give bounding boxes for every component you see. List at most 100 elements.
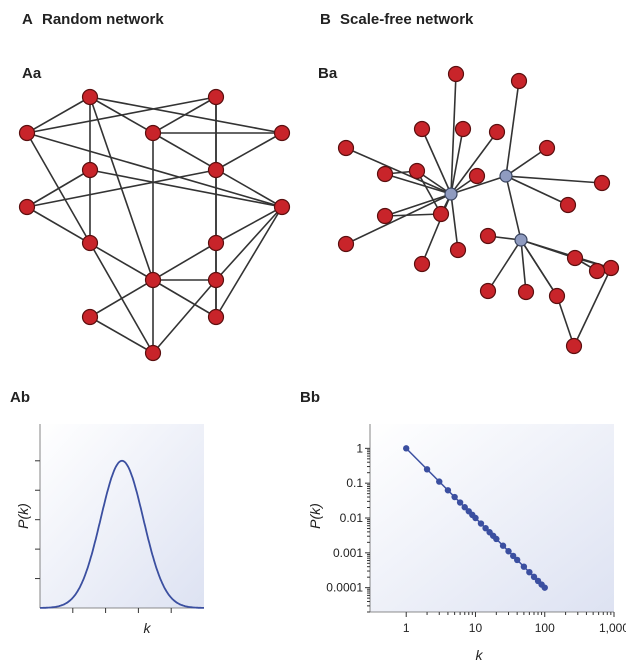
- panel-label-ba: Ba: [318, 65, 338, 82]
- scale-free-network-edge: [505, 175, 522, 241]
- scale-free-network-node: [337, 139, 355, 157]
- chart-bb-point: [541, 584, 548, 591]
- chart-bb-point: [423, 466, 431, 473]
- chart-bb-y-tick-label: 0.1: [346, 476, 363, 490]
- random-network-edge: [26, 96, 217, 134]
- random-network-node: [18, 198, 36, 216]
- scale-free-network-edge: [450, 193, 459, 251]
- chart-ab-plot-area: [40, 424, 204, 608]
- scale-free-network-node: [337, 235, 355, 253]
- chart-bb-point: [436, 478, 443, 485]
- scale-free-network-node: [593, 174, 611, 192]
- scale-free-network-node: [602, 259, 620, 277]
- random-network-node: [81, 308, 99, 326]
- scale-free-network-edge: [556, 295, 575, 347]
- scale-free-network-edge: [520, 239, 558, 297]
- random-network-node: [207, 88, 225, 106]
- random-network-node: [18, 124, 36, 142]
- scale-free-network-node: [413, 255, 431, 273]
- scale-free-network-edge: [520, 239, 527, 293]
- scale-free-network-node: [588, 262, 606, 280]
- chart-bb-point: [451, 493, 458, 501]
- random-network-edge: [215, 206, 283, 281]
- chart-bb-point: [472, 514, 479, 522]
- chart-bb-point: [477, 520, 485, 527]
- scale-free-network-edge: [421, 193, 452, 265]
- random-network-node: [207, 161, 225, 179]
- chart-bb-plot-area: [370, 424, 614, 612]
- scale-free-network-edge: [505, 80, 520, 177]
- random-network-edge: [26, 96, 91, 134]
- random-network-node: [144, 124, 162, 142]
- chart-bb-point: [444, 487, 452, 494]
- scale-free-network-edge: [421, 128, 452, 195]
- scale-free-network-node: [517, 283, 535, 301]
- random-network-node: [207, 271, 225, 289]
- scale-free-network-nodes: [337, 65, 620, 355]
- scale-free-network-node: [479, 227, 497, 245]
- random-network-node: [81, 161, 99, 179]
- scale-free-network-edge: [384, 193, 452, 217]
- chart-bb-point: [493, 535, 500, 543]
- chart-bb-point: [461, 504, 468, 511]
- scale-free-network-edge: [345, 147, 452, 195]
- chart-bb-ylabel: P(k): [307, 503, 323, 529]
- chart-bb-y-tick-label: 0.0001: [326, 581, 363, 595]
- scale-free-network-edge: [345, 193, 452, 245]
- scale-free-network-edge: [450, 128, 464, 195]
- random-network-node: [144, 344, 162, 362]
- scale-free-network-edge: [416, 170, 442, 215]
- chart-bb-power-law: 1 10 100 1,000 1 0.1 0.01 0.001 0.0001 k P(k): [307, 424, 626, 663]
- chart-bb-y-tick-label: 0.001: [333, 546, 363, 560]
- scale-free-network-node: [454, 120, 472, 138]
- random-network-edge: [152, 279, 217, 354]
- chart-bb-x-tick-label: 100: [535, 621, 555, 635]
- chart-bb-point: [403, 445, 410, 452]
- scale-free-network-hub-node: [514, 233, 528, 247]
- chart-bb-x-tick-label: 10: [469, 621, 483, 635]
- scale-free-network-edge: [450, 73, 457, 195]
- chart-ab-degree-distribution: k P(k): [15, 424, 204, 636]
- chart-bb-y-tick-label: 0.01: [340, 511, 364, 525]
- random-network-edge: [152, 279, 217, 318]
- scale-free-network-edge: [573, 267, 612, 347]
- scale-free-network-node: [468, 167, 486, 185]
- scale-free-network-node: [447, 65, 465, 83]
- random-network-node: [207, 234, 225, 252]
- scale-free-network-node: [449, 241, 467, 259]
- scale-free-network-node: [408, 162, 426, 180]
- chart-bb-point: [509, 552, 517, 560]
- scale-free-network-node: [566, 249, 584, 267]
- chart-bb-point: [526, 568, 533, 576]
- random-network-node: [81, 234, 99, 252]
- chart-bb-point: [456, 499, 464, 506]
- scale-free-network-edge: [505, 147, 548, 177]
- random-network-edge: [152, 96, 217, 134]
- chart-bb-marks: [403, 445, 548, 591]
- header-title-scale-free: Scale-free network: [340, 11, 474, 28]
- panel-label-bb: Bb: [300, 389, 320, 406]
- chart-ab-xlabel: k: [144, 620, 152, 636]
- scale-free-network-graph: [337, 65, 620, 355]
- scale-free-network-edge: [505, 175, 603, 184]
- random-network-edge: [215, 206, 283, 244]
- scale-free-network-node: [432, 205, 450, 223]
- scale-free-network-hub-node: [444, 187, 458, 201]
- scale-free-network-edge: [384, 213, 442, 217]
- chart-bb-point: [520, 563, 528, 570]
- random-network-nodes: [18, 88, 291, 362]
- random-network-edge: [215, 206, 283, 318]
- header-letter-a: A: [22, 11, 33, 28]
- header-letter-b: B: [320, 11, 331, 28]
- chart-bb-point: [482, 524, 489, 532]
- random-network-node: [81, 88, 99, 106]
- scale-free-network-node: [488, 123, 506, 141]
- scale-free-network-node: [479, 282, 497, 300]
- scale-free-network-hub-node: [499, 169, 513, 183]
- scale-free-network-node: [510, 72, 528, 90]
- chart-bb-point: [513, 556, 521, 564]
- random-network-node: [144, 271, 162, 289]
- scale-free-network-edge: [450, 175, 507, 195]
- chart-bb-point: [505, 548, 512, 555]
